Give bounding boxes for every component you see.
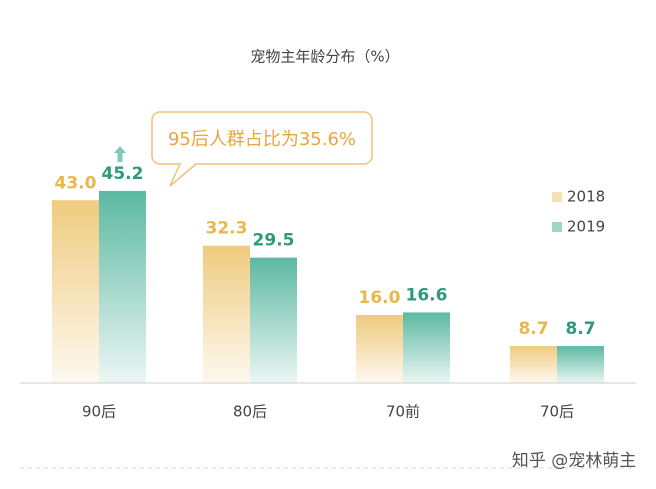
up-arrow — [114, 146, 126, 162]
value-label: 8.7 — [565, 319, 595, 339]
value-label: 16.0 — [359, 288, 401, 308]
x-tick-label: 70前 — [386, 403, 420, 421]
bar — [356, 315, 403, 383]
annotation: 95后人群占比为35.6% — [168, 129, 356, 150]
value-label: 43.0 — [55, 173, 97, 193]
value-label: 16.6 — [406, 285, 448, 305]
value-label: 45.2 — [102, 164, 144, 184]
value-label: 29.5 — [253, 231, 295, 251]
legend-swatch — [552, 192, 562, 202]
x-tick-label: 70后 — [540, 403, 574, 421]
legend-swatch — [552, 222, 562, 232]
x-tick-label: 90后 — [82, 403, 116, 421]
bar — [250, 257, 297, 383]
bar — [52, 200, 99, 383]
legend-label: 2018 — [567, 188, 605, 206]
bar — [557, 346, 604, 383]
bar — [403, 312, 450, 383]
bar — [99, 190, 146, 383]
value-label: 8.7 — [518, 319, 548, 339]
x-tick-label: 80后 — [233, 403, 267, 421]
chart-title: 宠物主年龄分布（%） — [250, 48, 399, 66]
legend-label: 2019 — [567, 218, 605, 236]
annotation-pointer — [169, 163, 197, 187]
value-label: 32.3 — [206, 219, 248, 239]
watermark: 知乎 @宠林萌主 — [512, 451, 636, 471]
bar — [203, 245, 250, 383]
annotation-box — [151, 111, 373, 165]
bar — [510, 346, 557, 383]
